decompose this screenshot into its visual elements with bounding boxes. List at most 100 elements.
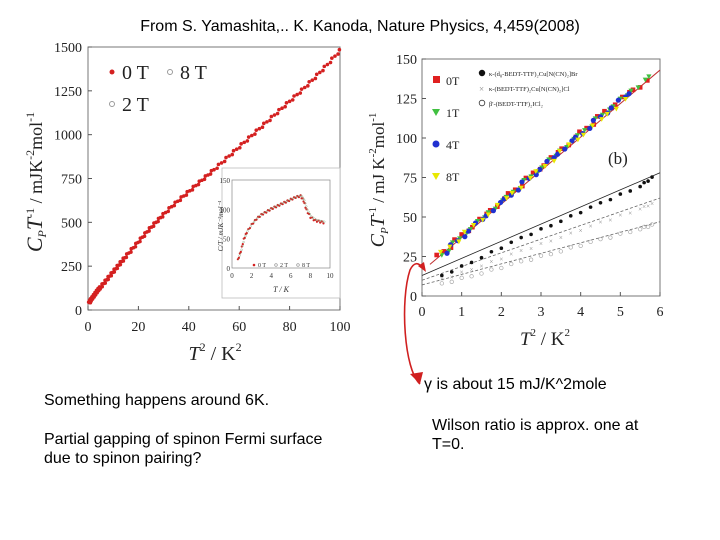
- series-8t-point: [557, 149, 563, 154]
- right-y-tick-label: 25: [403, 251, 417, 266]
- reference-point: [479, 271, 484, 276]
- left-data-point: [109, 273, 114, 278]
- series-0t-point: [602, 108, 607, 114]
- inset-data-point-8t: [303, 199, 306, 202]
- series-4t-point: [537, 166, 543, 173]
- reference-point: [519, 235, 523, 240]
- left-data-point: [287, 99, 292, 104]
- inset-x-tick-label: 8: [309, 272, 313, 280]
- legend-8t-marker: [432, 173, 440, 180]
- series-1t-point: [646, 74, 652, 80]
- left-data-point: [115, 266, 120, 271]
- note-gamma: γ is about 15 mJ/K^2mole: [424, 376, 607, 393]
- series-8t-point: [447, 244, 453, 250]
- right-x-tick-label: 3: [538, 305, 545, 320]
- inset-data-point-8t: [238, 254, 241, 257]
- series-8t-point: [470, 222, 477, 228]
- right-y-axis-label: CPT-1 / mJ K-2mol-1: [367, 113, 391, 248]
- left-data-point: [333, 54, 337, 58]
- legend-1t-marker: [432, 109, 440, 116]
- reference-point: [499, 246, 504, 251]
- right-x-tick-label: 0: [419, 305, 426, 320]
- series-4t-point: [462, 234, 468, 240]
- reference-point: [645, 224, 651, 230]
- left-data-point: [295, 92, 299, 97]
- inset-data-point-8t: [242, 240, 245, 244]
- reference-point: [459, 275, 464, 280]
- series-8t-point: [509, 190, 515, 196]
- left-data-point: [328, 60, 333, 65]
- series-0t-point: [505, 191, 511, 196]
- inset-data-point: [241, 242, 244, 246]
- annotation-arrow: [403, 262, 424, 385]
- reference-point: [549, 223, 553, 228]
- left-data-point: [172, 203, 177, 208]
- series-8t-point: [494, 202, 500, 208]
- reference-line: [421, 172, 661, 276]
- left-data-point: [238, 145, 242, 150]
- left-x-tick-label: 0: [85, 320, 92, 335]
- reference-point: ×: [569, 229, 573, 237]
- left-data-point: [322, 64, 327, 69]
- series-0t-point: [434, 252, 439, 258]
- right-x-tick-label: 2: [498, 305, 505, 320]
- inset-legend-marker: [296, 263, 300, 267]
- reference-point: [528, 257, 534, 262]
- reference-point: [618, 192, 623, 196]
- left-data-point: [318, 70, 322, 75]
- left-data-point: [216, 162, 221, 167]
- left-data-point: [275, 111, 280, 116]
- left-data-point: [178, 198, 183, 203]
- reference-point: [628, 189, 633, 193]
- left-data-point: [290, 98, 295, 102]
- inset-data-point: [291, 198, 294, 201]
- left-data-point: [124, 255, 129, 260]
- left-data-point: [277, 107, 281, 112]
- reference-point: [598, 200, 603, 205]
- reference-point: [642, 180, 646, 185]
- right-x-tick-label: 5: [617, 305, 624, 320]
- series-1t-point: [642, 77, 648, 83]
- left-data-point: [314, 72, 319, 77]
- reference-point: [539, 227, 543, 231]
- left-y-tick-label: 1500: [54, 41, 82, 56]
- legend-8t-label: 8 T: [180, 62, 207, 84]
- left-data-point: [196, 182, 201, 187]
- left-data-point: [325, 62, 330, 67]
- series-8t-point: [542, 164, 548, 169]
- inset-x-tick-label: 4: [269, 272, 273, 280]
- left-data-point: [292, 94, 296, 98]
- series-4t-point: [515, 187, 522, 193]
- left-x-tick-label: 100: [330, 320, 351, 335]
- series-1t-point: [446, 248, 452, 254]
- series-1t-point: [628, 88, 634, 94]
- inset-data-point-8t: [246, 230, 249, 233]
- left-data-point: [212, 167, 216, 172]
- left-data-point: [284, 101, 289, 105]
- right-x-axis-label: T2 / K2: [520, 327, 570, 350]
- left-data-point: [280, 106, 284, 110]
- reference-point: [638, 184, 642, 189]
- reference-point: [649, 222, 655, 227]
- inset-data-point-8t: [300, 194, 303, 197]
- right-y-tick-label: 150: [396, 53, 417, 68]
- left-data-point: [257, 126, 262, 131]
- reference-point: [641, 224, 647, 230]
- reference-point: ×: [529, 245, 533, 253]
- inset-data-point: [302, 200, 305, 203]
- series-0t-point: [459, 232, 464, 237]
- series-4t-point: [490, 208, 496, 214]
- series-1t-point: [635, 85, 641, 91]
- series-8t-point: [438, 249, 444, 255]
- reference-point: ×: [549, 238, 553, 246]
- inset-legend-label: 8 T: [302, 263, 310, 269]
- reference-point: [538, 253, 544, 258]
- reference-point: [568, 245, 573, 250]
- reference-point: [598, 236, 603, 242]
- left-y-axis-label: CPT-1 / mJK-2mol-1: [22, 112, 49, 252]
- reference-point: [608, 197, 613, 202]
- right-x-tick-label: 6: [657, 305, 664, 320]
- series-0t-point: [637, 85, 643, 90]
- left-data-point: [138, 239, 142, 244]
- inset-y-tick-label: 100: [220, 206, 231, 214]
